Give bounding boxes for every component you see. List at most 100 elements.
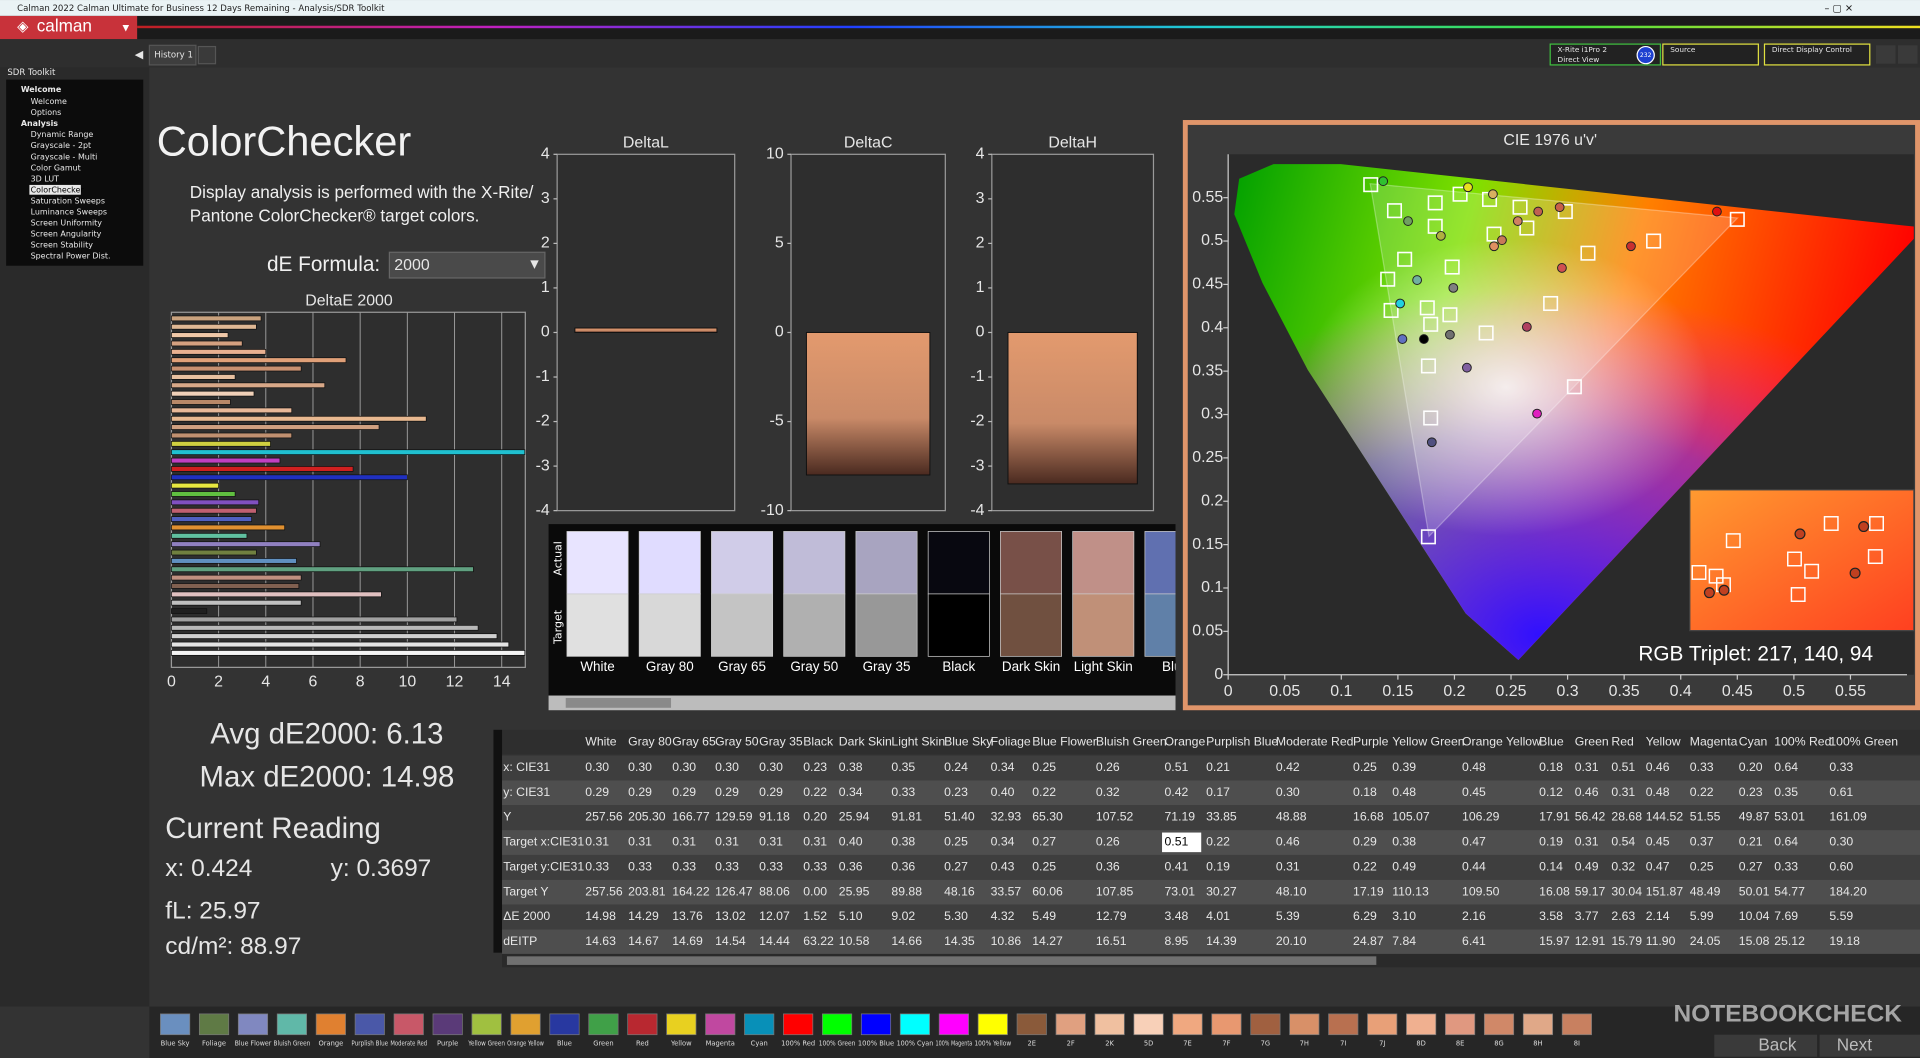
swatch-target[interactable] [1000,593,1062,657]
new-tab[interactable] [197,45,217,65]
collapse[interactable]: ◀ [135,48,144,61]
bottom-swatch[interactable] [1483,1013,1515,1036]
bottom-swatch[interactable] [588,1013,619,1036]
scrollbar[interactable] [548,695,1176,711]
formula-select[interactable] [388,251,546,279]
bottom-swatch[interactable] [237,1013,269,1036]
bottom-swatch[interactable] [1133,1013,1164,1036]
table-cell: 3.10 [1392,909,1416,923]
next-button[interactable] [1819,1034,1920,1057]
bottom-swatch[interactable] [783,1013,814,1036]
tab[interactable] [148,44,197,66]
tree-item[interactable]: Welcome [31,97,67,106]
swatch-target[interactable] [1144,593,1206,657]
bottom-swatch[interactable] [1016,1013,1047,1036]
reading-y: y: 0.3697 [331,855,432,882]
settings-button[interactable] [1875,45,1896,64]
bottom-swatch[interactable] [198,1013,230,1036]
tree-item[interactable]: Grayscale - 2pt [31,141,92,150]
tree-item[interactable]: Screen Stability [31,240,94,249]
bottom-swatch[interactable] [393,1013,424,1036]
bottom-swatch[interactable] [860,1013,892,1036]
bottom-swatch[interactable] [1055,1013,1086,1036]
tree-item[interactable]: Grayscale - Multi [31,152,98,161]
tree-item[interactable]: Options [31,108,62,117]
swatch-actual[interactable] [1144,531,1206,595]
table-cell: 10.04 [1739,909,1770,923]
tree-item[interactable]: 3D LUT [31,174,60,183]
swatch-actual[interactable] [1000,531,1062,595]
bottom-swatch[interactable] [977,1013,1008,1036]
row-label: y: CIE31 [503,785,550,799]
table-cell: 73.01 [1164,884,1195,898]
bottom-swatch[interactable] [1522,1013,1554,1036]
source-select[interactable] [1662,43,1759,66]
logo-button[interactable] [0,15,138,40]
swatch-target[interactable] [927,593,990,657]
bottom-swatch[interactable] [510,1013,541,1036]
bottom-swatch[interactable] [1367,1013,1398,1036]
measured-point [1378,176,1389,187]
tree-item[interactable]: ColorChecker [31,185,85,194]
bottom-swatch[interactable] [432,1013,463,1036]
tree-item[interactable]: Dynamic Range [31,130,94,139]
swatch-actual[interactable] [855,531,918,595]
bottom-swatch[interactable] [354,1013,385,1036]
bottom-swatch[interactable] [1094,1013,1125,1036]
bottom-swatch[interactable] [160,1013,191,1036]
tree-item[interactable]: Analysis [21,119,58,128]
bottom-swatch[interactable] [666,1013,697,1036]
swatch-actual[interactable] [711,531,774,595]
control-select[interactable] [1763,43,1871,66]
bottom-swatch[interactable] [1211,1013,1242,1036]
swatch-actual[interactable] [783,531,846,595]
tree-item[interactable]: Screen Uniformity [31,218,103,227]
window-controls[interactable]: – ▢ ✕ [1824,4,1853,15]
bottom-swatch[interactable] [1172,1013,1203,1036]
bottom-swatch[interactable] [744,1013,775,1036]
bottom-swatch[interactable] [705,1013,736,1036]
bottom-swatch[interactable] [1328,1013,1359,1036]
bottom-swatch[interactable] [471,1013,502,1036]
swatch-target[interactable] [1072,593,1135,657]
column-header: 100% Red [1774,734,1831,748]
scroll-thumb[interactable] [565,697,672,708]
bottom-label: 7E [1183,1039,1192,1047]
tree-item[interactable]: Welcome [21,85,61,94]
bottom-swatch[interactable] [1250,1013,1281,1036]
swatch-actual[interactable] [638,531,701,595]
window-title: Calman 2022 Calman Ultimate for Business… [17,4,385,14]
bottom-swatch[interactable] [899,1013,931,1036]
bottom-swatch[interactable] [315,1013,346,1036]
meter-select[interactable] [1549,43,1662,66]
swatch-target[interactable] [855,593,918,657]
tree-item[interactable]: Spectral Power Dist. [31,251,111,260]
close-button[interactable] [1897,45,1918,64]
swatch-actual[interactable] [927,531,990,595]
table-cell: 63.22 [803,934,834,948]
bottom-swatch[interactable] [627,1013,658,1036]
bottom-swatch[interactable] [1289,1013,1320,1036]
tree-item[interactable]: Color Gamut [31,163,81,172]
swatch-actual[interactable] [1072,531,1135,595]
table-cell: 13.02 [715,909,746,923]
bottom-swatch[interactable] [938,1013,969,1036]
bottom-swatch[interactable] [1445,1013,1476,1036]
swatch-target[interactable] [783,593,846,657]
badge[interactable] [1636,45,1655,65]
swatch-target[interactable] [566,593,629,657]
swatch-actual[interactable] [566,531,629,595]
bar [171,583,300,589]
back-button[interactable] [1714,1034,1818,1057]
bottom-swatch[interactable] [1561,1013,1592,1036]
tree-item[interactable]: Saturation Sweeps [31,196,105,205]
tree-item[interactable]: Screen Angularity [31,229,102,238]
swatch-target[interactable] [711,593,774,657]
bottom-swatch[interactable] [549,1013,580,1036]
bottom-swatch[interactable] [276,1013,307,1036]
bottom-swatch[interactable] [1406,1013,1437,1036]
tree-item[interactable]: Luminance Sweeps [31,207,107,216]
swatch-target[interactable] [638,593,701,657]
bottom-swatch[interactable] [821,1013,853,1036]
table-scroll-thumb[interactable] [506,956,1377,965]
